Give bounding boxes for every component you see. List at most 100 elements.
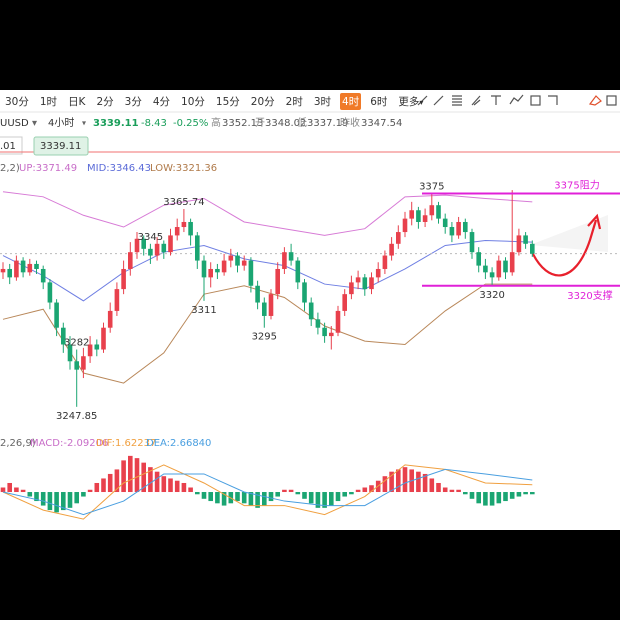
candle-body <box>362 277 368 290</box>
macd-bar <box>456 489 461 493</box>
macd-bar <box>255 492 260 508</box>
candle-body <box>489 272 495 278</box>
candle-body <box>154 243 160 256</box>
dea-value: DEA:2.66840 <box>146 438 211 449</box>
price-label: 3282 <box>64 338 89 349</box>
interval[interactable]: 10分 <box>181 96 205 108</box>
candle-body <box>530 243 535 254</box>
candle-body <box>94 344 100 350</box>
macd-bar <box>275 492 280 497</box>
candle-body <box>355 277 361 283</box>
candle-body <box>396 232 401 244</box>
macd-bar <box>489 492 495 506</box>
macd-bar <box>476 492 481 504</box>
macd-bar <box>20 489 26 493</box>
macd-bar <box>34 492 39 502</box>
value: 3348.02 <box>265 118 306 129</box>
candle-body <box>174 227 180 236</box>
box-price: 3339.11 <box>40 141 81 152</box>
macd-bar <box>174 480 180 493</box>
macd-bar <box>208 492 213 502</box>
price-box <box>33 136 89 156</box>
value: 3347.54 <box>361 118 402 129</box>
candle-body <box>195 235 200 261</box>
macd-bar <box>40 492 46 506</box>
candle-body <box>168 235 173 253</box>
candle-body <box>382 255 388 269</box>
macd-bar <box>503 492 508 502</box>
macd-bar <box>248 492 254 506</box>
candle-body <box>241 260 247 266</box>
candle-body <box>128 252 133 269</box>
caret: ▾ <box>82 119 86 128</box>
interval[interactable]: 20分 <box>250 96 275 108</box>
macd-bar <box>329 492 334 506</box>
macd-bar <box>61 492 66 511</box>
candle-body <box>27 263 33 273</box>
value: 3337.19 <box>307 118 348 129</box>
interval[interactable]: 3时 <box>313 96 332 108</box>
interval[interactable]: 3分 <box>124 96 142 108</box>
candle-body <box>308 302 314 320</box>
macd-bar <box>302 492 307 499</box>
interval[interactable]: 1时 <box>39 96 58 108</box>
macd-bar <box>349 492 354 495</box>
candle-body <box>496 260 502 278</box>
interval[interactable]: 2时 <box>285 96 303 108</box>
candle-body <box>47 282 53 303</box>
macd-bar <box>335 492 341 502</box>
arrow-head <box>587 213 602 230</box>
interval[interactable]: 2分 <box>96 96 114 108</box>
candle-body <box>34 263 39 269</box>
candle-body <box>221 260 227 273</box>
interval[interactable]: 4分 <box>152 96 171 108</box>
candle-body <box>201 260 207 278</box>
candle-body <box>114 289 120 311</box>
level-label: 3375阻力 <box>554 178 599 191</box>
symbol[interactable]: UUSD <box>0 118 29 129</box>
candle-body <box>516 235 522 253</box>
indicator-up: UP:3371.49 <box>19 163 77 174</box>
price-label: 3311 <box>191 305 216 316</box>
candle-body <box>14 260 19 278</box>
candle-body <box>235 255 240 266</box>
candle-body <box>141 238 146 249</box>
candle-body <box>67 344 73 362</box>
candle-body <box>228 255 234 261</box>
candle-body <box>295 260 301 283</box>
interval[interactable]: 更多 <box>396 93 425 110</box>
candle-body <box>322 327 327 337</box>
candle-body <box>7 268 12 278</box>
macd-bar <box>168 478 173 493</box>
interval[interactable]: 15分 <box>215 96 240 108</box>
indicator-params: 2,2) <box>0 163 20 174</box>
interval[interactable]: 日K <box>68 96 86 108</box>
caret: ▾ <box>32 118 37 129</box>
macd-line <box>2 464 533 520</box>
candle-body <box>215 268 220 273</box>
label: 低 <box>297 116 307 129</box>
candle-body <box>268 294 274 316</box>
candle-body <box>369 277 374 290</box>
period[interactable]: 4小时 <box>48 117 74 129</box>
macd-bar <box>121 460 126 493</box>
macd-bar <box>416 471 421 493</box>
interval[interactable]: 6时 <box>370 96 388 108</box>
candle-body <box>315 319 321 328</box>
macd-bar <box>262 492 267 506</box>
macd-bar <box>496 492 502 504</box>
interval[interactable]: 4时 <box>340 93 362 110</box>
macd-bar <box>181 482 187 493</box>
macd-bar <box>107 473 113 493</box>
candle-body <box>288 252 294 261</box>
level-label: 3320支撑 <box>567 289 612 302</box>
candle-body <box>282 252 287 269</box>
macd-bar <box>362 487 368 493</box>
candle-body <box>54 302 59 328</box>
macd-bar <box>422 473 428 493</box>
macd-bar <box>54 492 59 513</box>
macd-bar <box>134 458 140 493</box>
candle-body <box>476 252 481 266</box>
interval[interactable]: 30分 <box>5 96 29 108</box>
box <box>0 136 23 155</box>
